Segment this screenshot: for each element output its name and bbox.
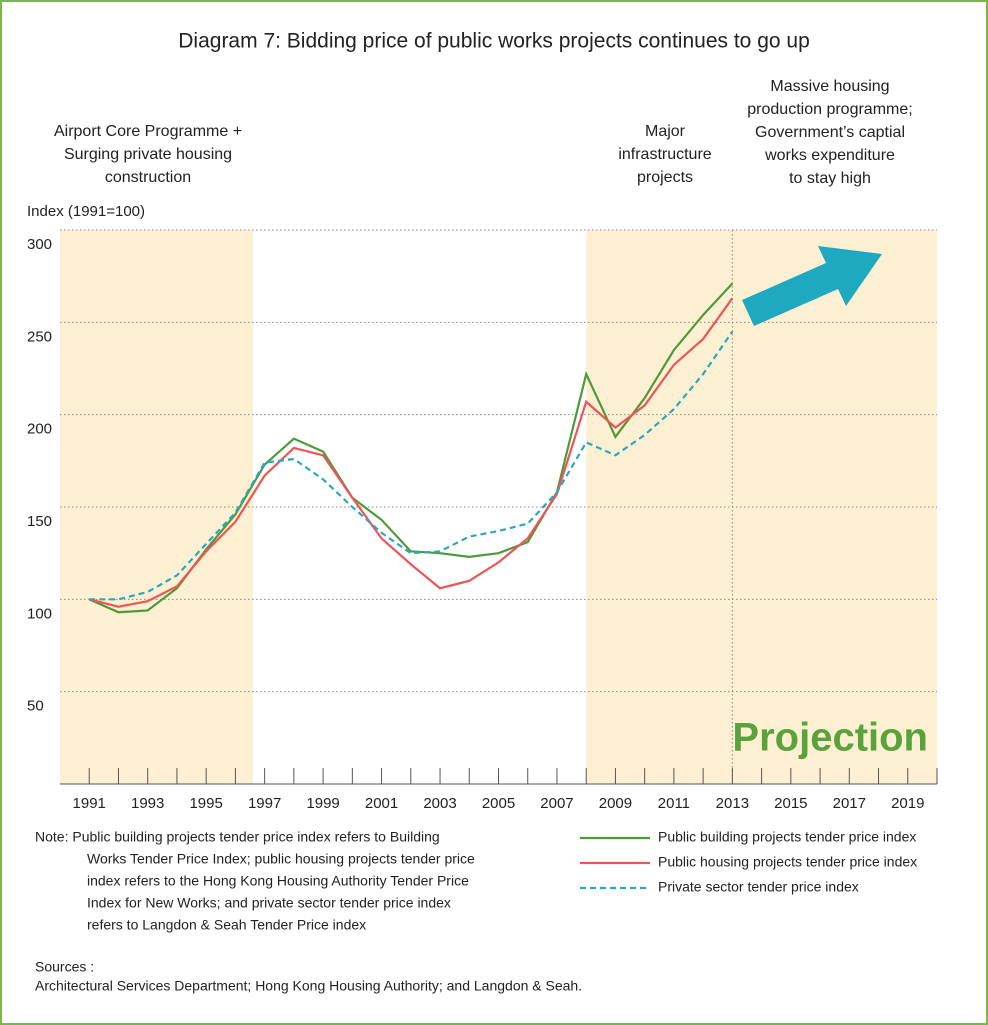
x-tick-label: 1997 xyxy=(248,795,281,812)
annotation: Airport Core Programme + xyxy=(54,123,242,140)
x-tick-label: 2005 xyxy=(482,795,515,812)
chart-title: Diagram 7: Bidding price of public works… xyxy=(178,30,810,53)
y-tick-label: 100 xyxy=(27,605,52,622)
x-tick-label: 2011 xyxy=(658,795,690,812)
annotation: construction xyxy=(105,169,191,186)
annotation: Major xyxy=(645,123,686,140)
note-line: refers to Langdon & Seah Tender Price in… xyxy=(87,917,366,933)
note-line: Index for New Works; and private sector … xyxy=(87,895,451,911)
x-tick-label: 2003 xyxy=(423,795,456,812)
legend-label: Private sector tender price index xyxy=(658,879,859,895)
x-tick-label: 2013 xyxy=(716,795,749,812)
series-line xyxy=(89,330,734,601)
x-tick-label: 2015 xyxy=(774,795,807,812)
x-tick-label: 2017 xyxy=(833,795,866,812)
note-line: index refers to the Hong Kong Housing Au… xyxy=(87,873,469,889)
y-tick-label: 150 xyxy=(27,513,52,530)
x-tick-label: 1999 xyxy=(306,795,339,812)
projection-arrow xyxy=(742,246,882,326)
x-tick-label: 1991 xyxy=(73,795,106,812)
series-line xyxy=(88,297,734,608)
annotation: production programme; xyxy=(747,101,912,118)
source-line: Architectural Services Department; Hong … xyxy=(35,978,582,994)
annotation: to stay high xyxy=(789,170,871,187)
x-tick-label: 2001 xyxy=(365,795,398,812)
y-axis-label: Index (1991=100) xyxy=(27,203,145,220)
x-tick-label: 1995 xyxy=(189,795,222,812)
x-tick-label: 2007 xyxy=(540,795,573,812)
y-tick-label: 200 xyxy=(27,421,52,438)
legend-label: Public housing projects tender price ind… xyxy=(658,854,917,870)
annotation: Government’s captial xyxy=(755,124,905,141)
annotation: projects xyxy=(637,169,693,186)
source-line: Sources : xyxy=(35,959,94,975)
note-line: Works Tender Price Index; public housing… xyxy=(87,851,475,867)
note-line: Note: Public building projects tender pr… xyxy=(35,829,440,845)
x-tick-label: 2019 xyxy=(891,795,924,812)
y-tick-label: 250 xyxy=(27,328,52,345)
annotation: Massive housing xyxy=(770,78,889,95)
y-tick-label: 300 xyxy=(27,236,52,253)
annotation: works expenditure xyxy=(764,147,895,164)
x-tick-label: 1993 xyxy=(131,795,164,812)
x-tick-label: 2009 xyxy=(599,795,632,812)
annotation: infrastructure xyxy=(618,146,711,163)
y-tick-label: 50 xyxy=(27,698,44,715)
annotation: Surging private housing xyxy=(64,146,232,163)
legend-label: Public building projects tender price in… xyxy=(658,829,916,845)
projection-label: Projection xyxy=(732,716,928,760)
